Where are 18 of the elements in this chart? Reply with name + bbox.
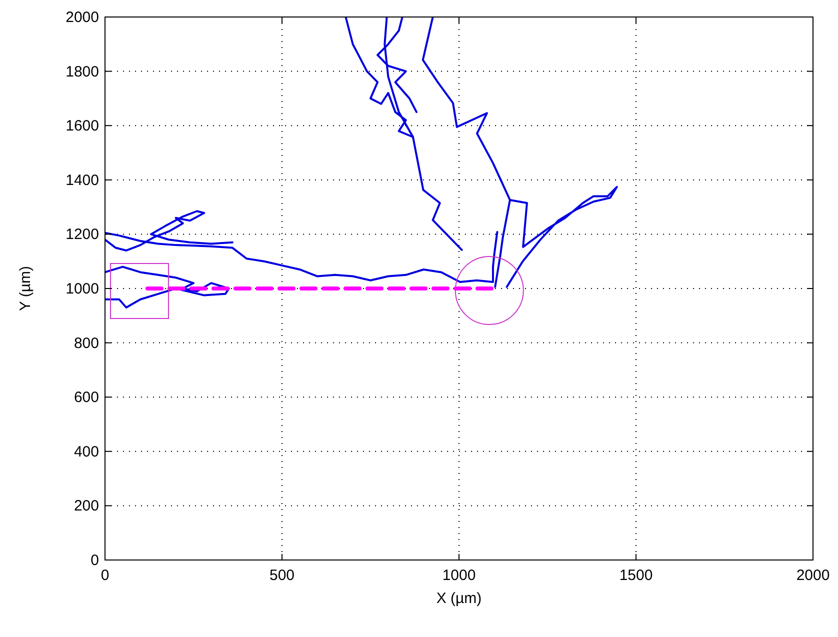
y-tick-label: 400	[74, 443, 99, 460]
y-tick-label: 2000	[66, 9, 99, 26]
x-tick-label: 1500	[619, 567, 653, 584]
y-tick-label: 200	[74, 498, 99, 515]
y-tick-label: 800	[74, 334, 99, 352]
x-tick-label: 1000	[442, 567, 476, 584]
y-tick-label: 600	[74, 389, 99, 406]
x-axis-title: X (µm)	[436, 590, 482, 607]
y-tick-label: 0	[90, 552, 99, 569]
x-tick-label: 0	[100, 567, 110, 584]
y-tick-label: 1600	[66, 118, 99, 135]
x-tick-label: 500	[269, 567, 295, 584]
y-axis-title: Y (µm)	[17, 266, 34, 312]
y-tick-label: 1200	[66, 226, 99, 244]
x-tick-label: 2000	[796, 567, 830, 584]
y-tick-label: 1800	[66, 63, 99, 80]
y-tick-label: 1400	[66, 172, 99, 189]
y-tick-label: 1000	[66, 280, 99, 298]
